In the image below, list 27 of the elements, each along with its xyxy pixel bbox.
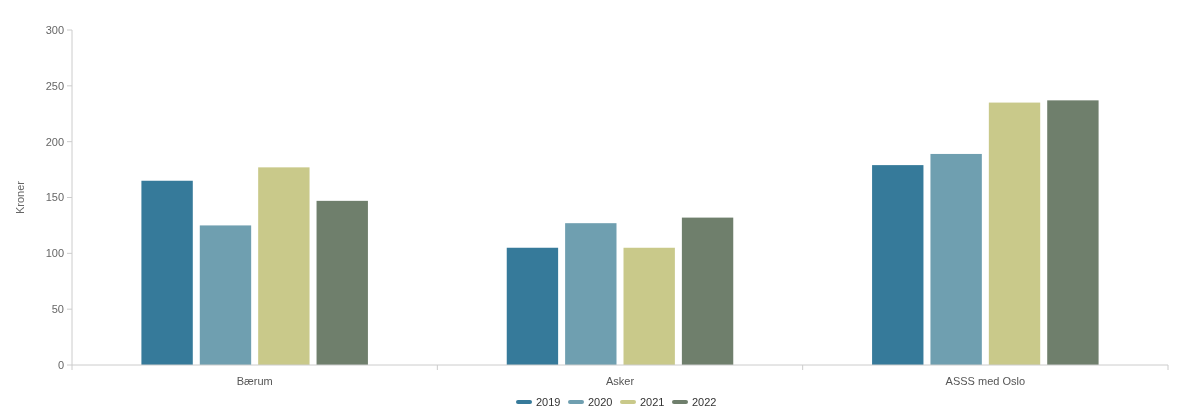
- y-tick-label: 200: [45, 135, 64, 148]
- bar: [565, 223, 617, 365]
- legend-label: 2022: [692, 395, 717, 408]
- bar: [872, 165, 924, 365]
- bar: [258, 167, 310, 365]
- bar: [623, 247, 675, 365]
- y-axis-title: Kroner: [14, 180, 26, 215]
- y-tick-label: 100: [45, 247, 64, 260]
- x-tick-label: ASSS med Oslo: [945, 375, 1026, 387]
- bar: [141, 180, 193, 365]
- y-tick-label: 50: [51, 303, 64, 316]
- bar: [681, 217, 734, 365]
- bar: [930, 153, 982, 365]
- x-tick-label: Asker: [605, 375, 635, 387]
- y-tick-label: 250: [45, 79, 64, 92]
- y-tick-label: 0: [57, 358, 64, 371]
- bar: [506, 247, 559, 365]
- bar: [988, 102, 1041, 365]
- y-tick-label: 150: [45, 191, 64, 204]
- legend-label: 2019: [536, 395, 561, 408]
- legend-label: 2020: [588, 395, 613, 408]
- legend-label: 2021: [640, 395, 665, 408]
- bar: [199, 225, 252, 365]
- bar: [1047, 100, 1099, 365]
- y-tick-label: 300: [45, 23, 64, 36]
- bar: [316, 200, 368, 365]
- x-tick-label: Bærum: [236, 375, 273, 387]
